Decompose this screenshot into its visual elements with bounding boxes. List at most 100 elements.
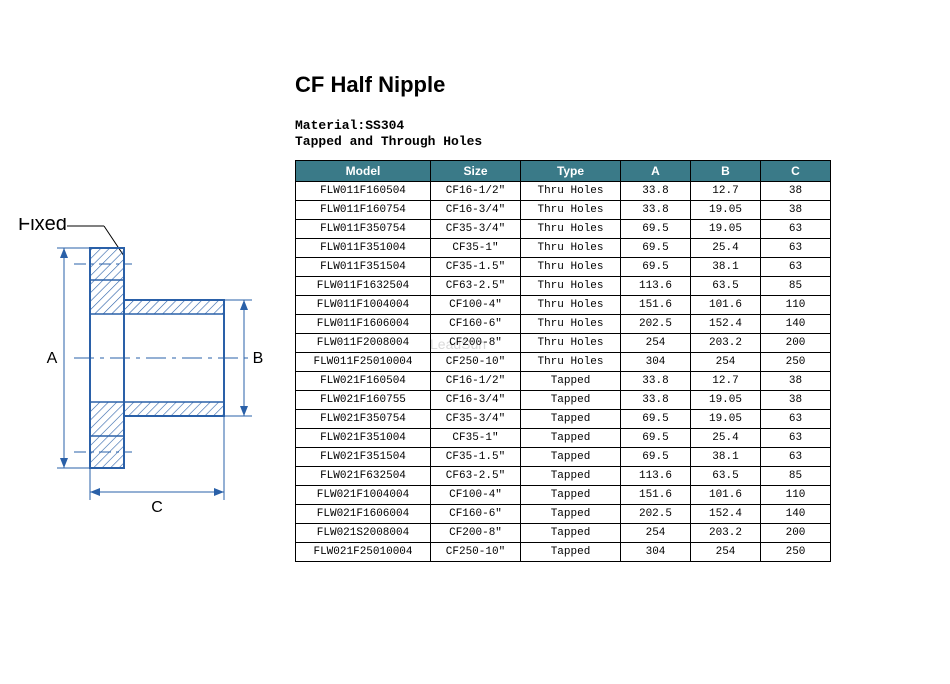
table-cell: Thru Holes bbox=[521, 201, 621, 220]
table-cell: 69.5 bbox=[621, 410, 691, 429]
table-cell: 33.8 bbox=[621, 201, 691, 220]
table-cell: 250 bbox=[761, 543, 831, 562]
technical-diagram: Fixed A B C bbox=[12, 218, 272, 518]
table-cell: 38 bbox=[761, 391, 831, 410]
table-row: FLW021F632504CF63-2.5"Tapped113.663.585 bbox=[296, 467, 831, 486]
table-cell: 202.5 bbox=[621, 505, 691, 524]
table-cell: Tapped bbox=[521, 486, 621, 505]
table-row: FLW021F1004004CF100-4"Tapped151.6101.611… bbox=[296, 486, 831, 505]
table-cell: Tapped bbox=[521, 543, 621, 562]
table-cell: Tapped bbox=[521, 391, 621, 410]
table-cell: FLW021F351504 bbox=[296, 448, 431, 467]
table-row: FLW021F350754CF35-3/4"Tapped69.519.0563 bbox=[296, 410, 831, 429]
table-cell: Thru Holes bbox=[521, 296, 621, 315]
table-row: FLW011F25010004CF250-10"Thru Holes304254… bbox=[296, 353, 831, 372]
col-b: B bbox=[691, 161, 761, 182]
spec-table: Model Size Type A B C FLW011F160504CF16-… bbox=[295, 160, 831, 562]
table-row: FLW011F160754CF16-3/4"Thru Holes33.819.0… bbox=[296, 201, 831, 220]
table-cell: 38 bbox=[761, 182, 831, 201]
table-cell: 69.5 bbox=[621, 448, 691, 467]
table-cell: Tapped bbox=[521, 410, 621, 429]
table-cell: 63 bbox=[761, 429, 831, 448]
table-cell: CF35-1" bbox=[431, 239, 521, 258]
table-cell: 152.4 bbox=[691, 505, 761, 524]
table-cell: FLW011F350754 bbox=[296, 220, 431, 239]
table-cell: CF200-8" bbox=[431, 334, 521, 353]
table-cell: Thru Holes bbox=[521, 277, 621, 296]
table-cell: FLW021F160504 bbox=[296, 372, 431, 391]
table-cell: CF35-1.5" bbox=[431, 258, 521, 277]
table-cell: 69.5 bbox=[621, 258, 691, 277]
table-cell: 63.5 bbox=[691, 277, 761, 296]
table-row: FLW011F350754CF35-3/4"Thru Holes69.519.0… bbox=[296, 220, 831, 239]
table-row: FLW011F160504CF16-1/2"Thru Holes33.812.7… bbox=[296, 182, 831, 201]
table-cell: 113.6 bbox=[621, 467, 691, 486]
table-cell: 254 bbox=[691, 543, 761, 562]
table-cell: 38.1 bbox=[691, 258, 761, 277]
col-type: Type bbox=[521, 161, 621, 182]
table-cell: 200 bbox=[761, 334, 831, 353]
table-cell: 203.2 bbox=[691, 524, 761, 543]
table-cell: 19.05 bbox=[691, 201, 761, 220]
table-cell: FLW021F632504 bbox=[296, 467, 431, 486]
table-cell: 152.4 bbox=[691, 315, 761, 334]
table-cell: CF160-6" bbox=[431, 315, 521, 334]
dim-c-label: C bbox=[151, 499, 163, 516]
table-cell: FLW011F25010004 bbox=[296, 353, 431, 372]
table-row: FLW021F160504CF16-1/2"Tapped33.812.738 bbox=[296, 372, 831, 391]
col-c: C bbox=[761, 161, 831, 182]
table-cell: CF160-6" bbox=[431, 505, 521, 524]
material-line: Material:SS304 bbox=[295, 118, 404, 133]
page-title: CF Half Nipple bbox=[295, 72, 445, 98]
table-row: FLW021F1606004CF160-6"Tapped202.5152.414… bbox=[296, 505, 831, 524]
fixed-label: Fixed bbox=[18, 218, 67, 235]
table-cell: 85 bbox=[761, 277, 831, 296]
table-row: FLW021F351504CF35-1.5"Tapped69.538.163 bbox=[296, 448, 831, 467]
table-cell: 19.05 bbox=[691, 220, 761, 239]
table-cell: 33.8 bbox=[621, 372, 691, 391]
table-cell: Tapped bbox=[521, 467, 621, 486]
table-cell: Tapped bbox=[521, 505, 621, 524]
table-row: FLW021S2008004CF200-8"Tapped254203.2200 bbox=[296, 524, 831, 543]
table-cell: CF16-1/2" bbox=[431, 372, 521, 391]
table-cell: FLW021F1606004 bbox=[296, 505, 431, 524]
col-model: Model bbox=[296, 161, 431, 182]
table-cell: 101.6 bbox=[691, 296, 761, 315]
table-cell: CF63-2.5" bbox=[431, 467, 521, 486]
table-row: FLW011F1632504CF63-2.5"Thru Holes113.663… bbox=[296, 277, 831, 296]
table-cell: CF16-3/4" bbox=[431, 391, 521, 410]
table-cell: Thru Holes bbox=[521, 239, 621, 258]
table-cell: 12.7 bbox=[691, 182, 761, 201]
table-cell: 33.8 bbox=[621, 391, 691, 410]
table-cell: 200 bbox=[761, 524, 831, 543]
table-row: FLW021F351004CF35-1"Tapped69.525.463 bbox=[296, 429, 831, 448]
table-cell: CF100-4" bbox=[431, 486, 521, 505]
table-cell: Tapped bbox=[521, 372, 621, 391]
table-cell: 63 bbox=[761, 258, 831, 277]
dim-b-label: B bbox=[253, 350, 264, 367]
table-cell: 63.5 bbox=[691, 467, 761, 486]
dim-a-label: A bbox=[47, 350, 58, 367]
table-cell: CF16-1/2" bbox=[431, 182, 521, 201]
table-cell: FLW011F160504 bbox=[296, 182, 431, 201]
table-cell: 101.6 bbox=[691, 486, 761, 505]
table-cell: FLW011F2008004 bbox=[296, 334, 431, 353]
table-row: FLW011F2008004CF200-8"Thru Holes254203.2… bbox=[296, 334, 831, 353]
table-cell: FLW021F25010004 bbox=[296, 543, 431, 562]
table-cell: 69.5 bbox=[621, 429, 691, 448]
table-cell: FLW011F160754 bbox=[296, 201, 431, 220]
table-cell: 110 bbox=[761, 486, 831, 505]
table-header-row: Model Size Type A B C bbox=[296, 161, 831, 182]
table-cell: 110 bbox=[761, 296, 831, 315]
table-cell: 254 bbox=[691, 353, 761, 372]
table-cell: 85 bbox=[761, 467, 831, 486]
table-cell: Tapped bbox=[521, 429, 621, 448]
table-cell: CF35-1.5" bbox=[431, 448, 521, 467]
table-cell: Thru Holes bbox=[521, 258, 621, 277]
table-cell: 69.5 bbox=[621, 220, 691, 239]
table-row: FLW011F351004CF35-1"Thru Holes69.525.463 bbox=[296, 239, 831, 258]
table-cell: 140 bbox=[761, 505, 831, 524]
table-cell: 19.05 bbox=[691, 410, 761, 429]
table-cell: CF63-2.5" bbox=[431, 277, 521, 296]
table-cell: 19.05 bbox=[691, 391, 761, 410]
